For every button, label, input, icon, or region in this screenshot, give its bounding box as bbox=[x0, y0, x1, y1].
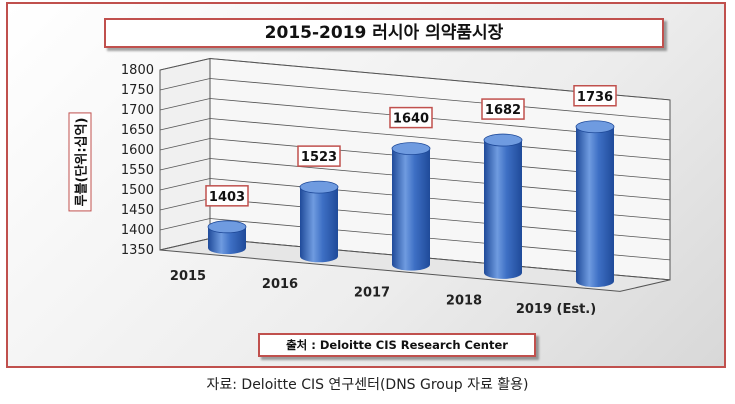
bar bbox=[300, 187, 338, 263]
bar-top bbox=[207, 220, 247, 234]
data-label-box bbox=[205, 185, 249, 207]
gridline bbox=[159, 58, 671, 101]
y-tick-label: 1500 bbox=[121, 183, 154, 198]
data-label: 1682 bbox=[485, 103, 521, 118]
y-tick-label: 1700 bbox=[121, 103, 154, 118]
y-tick-label: 1650 bbox=[121, 123, 154, 138]
data-label: 1736 bbox=[577, 90, 613, 105]
bar bbox=[576, 126, 614, 288]
caption: 자료: Deloitte CIS 연구센터(DNS Group 자료 활용) bbox=[206, 377, 529, 393]
x-tick-label: 2018 bbox=[446, 294, 482, 309]
x-tick-label: 2019 (Est.) bbox=[516, 302, 596, 317]
bar-top bbox=[299, 180, 339, 194]
y-tick-label: 1800 bbox=[121, 63, 154, 78]
x-tick-label: 2015 bbox=[170, 269, 206, 284]
y-tick-label: 1750 bbox=[121, 83, 154, 98]
bar-top bbox=[575, 120, 615, 134]
data-label-box bbox=[481, 98, 525, 120]
x-tick-label: 2016 bbox=[262, 277, 298, 292]
y-tick-label: 1350 bbox=[121, 243, 154, 258]
y-tick-label: 1400 bbox=[121, 223, 154, 238]
bar bbox=[392, 148, 430, 271]
bar bbox=[484, 140, 522, 279]
x-tick-label: 2017 bbox=[354, 285, 390, 300]
chart-title: 2015-2019 러시아 의약품시장 bbox=[104, 18, 664, 48]
bar-top bbox=[391, 142, 431, 155]
data-label: 1523 bbox=[301, 150, 337, 165]
data-label: 1640 bbox=[393, 112, 429, 127]
data-label-box bbox=[389, 106, 433, 129]
data-label: 1403 bbox=[209, 190, 245, 205]
side-wall bbox=[159, 57, 211, 251]
y-tick-label: 1550 bbox=[121, 163, 154, 178]
y-tick-label: 1600 bbox=[121, 143, 154, 158]
gridline bbox=[159, 98, 671, 141]
bar-top bbox=[483, 133, 523, 147]
y-tick-label: 1450 bbox=[121, 203, 154, 218]
data-label-box bbox=[297, 145, 341, 167]
data-label-box bbox=[573, 85, 617, 107]
bar bbox=[208, 226, 246, 255]
source-note: 출처 : Deloitte CIS Research Center bbox=[258, 333, 536, 357]
